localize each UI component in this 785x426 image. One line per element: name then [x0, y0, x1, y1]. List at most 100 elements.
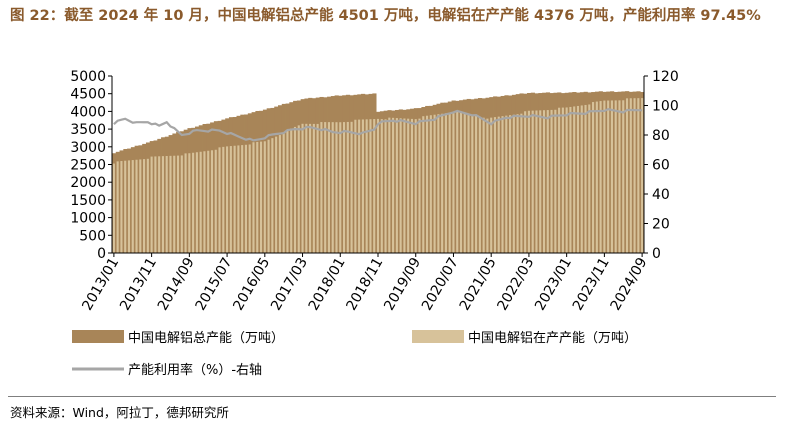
- operating-capacity-bar: [218, 147, 221, 253]
- operating-capacity-bar: [573, 106, 576, 253]
- x-tick-label: 2020/07: [419, 255, 462, 313]
- operating-capacity-bar: [603, 100, 606, 253]
- operating-capacity-bar: [158, 156, 161, 253]
- operating-capacity-bar: [622, 100, 625, 253]
- operating-capacity-bar: [493, 117, 497, 253]
- operating-capacity-bar: [505, 115, 508, 254]
- legend-label-operating: 中国电解铝在产产能（万吨）: [468, 331, 637, 346]
- operating-capacity-bar: [146, 158, 149, 253]
- operating-capacity-bar: [267, 139, 270, 253]
- operating-capacity-bar: [418, 118, 421, 254]
- operating-capacity-bar: [365, 119, 368, 253]
- operating-capacity-bar: [252, 142, 255, 253]
- operating-capacity-bar: [478, 116, 481, 253]
- operating-capacity-bar: [459, 112, 463, 254]
- x-tick-label: 2022/03: [494, 255, 537, 313]
- operating-capacity-bar: [542, 110, 546, 253]
- operating-capacity-bar: [399, 118, 402, 254]
- operating-capacity-bar: [490, 117, 493, 253]
- operating-capacity-bar: [588, 104, 591, 254]
- operating-capacity-bar: [618, 100, 621, 253]
- operating-capacity-bar: [422, 116, 425, 254]
- chart: 0500100015002000250030003500400045005000…: [70, 69, 679, 378]
- operating-capacity-bar: [407, 118, 410, 253]
- operating-capacity-bar: [558, 107, 561, 253]
- operating-capacity-bar: [237, 145, 240, 253]
- operating-capacity-bar: [297, 125, 300, 253]
- chart-title: 图 22：截至 2024 年 10 月，中国电解铝总产能 4501 万吨，电解铝…: [10, 8, 761, 24]
- right-tick-label: 60: [652, 158, 670, 174]
- operating-capacity-bar: [403, 118, 406, 253]
- operating-capacity-bar: [376, 118, 380, 254]
- operating-capacity-bar: [161, 156, 164, 253]
- operating-capacity-bar: [335, 122, 338, 253]
- operating-capacity-bar: [184, 153, 187, 253]
- operating-capacity-bar: [475, 115, 478, 253]
- operating-capacity-bar: [520, 113, 523, 253]
- left-tick-label: 500: [79, 228, 106, 244]
- operating-capacity-bar: [531, 110, 534, 254]
- right-tick-label: 20: [652, 217, 670, 233]
- right-tick-label: 80: [652, 128, 670, 144]
- operating-capacity-bar: [395, 118, 398, 253]
- operating-capacity-bar: [301, 123, 304, 253]
- right-tick-label: 100: [652, 99, 679, 115]
- x-tick-label: 2013/01: [79, 255, 122, 313]
- operating-capacity-bar: [320, 122, 323, 253]
- operating-capacity-bar: [233, 145, 236, 253]
- operating-capacity-bar: [124, 160, 127, 253]
- source-note: 资料来源：Wind，阿拉丁，德邦研究所: [10, 405, 229, 420]
- operating-capacity-bar: [625, 98, 629, 253]
- operating-capacity-bar: [271, 138, 274, 253]
- operating-capacity-bar: [226, 146, 229, 253]
- operating-capacity-bar: [248, 144, 251, 253]
- operating-capacity-bar: [380, 119, 383, 254]
- operating-capacity-bar: [437, 114, 440, 253]
- operating-capacity-bar: [169, 155, 172, 253]
- left-tick-label: 4500: [70, 87, 106, 103]
- operating-capacity-bar: [425, 115, 429, 253]
- operating-capacity-bar: [324, 122, 327, 253]
- operating-capacity-bar: [388, 117, 391, 253]
- operating-capacity-bar: [497, 116, 500, 253]
- operating-capacity-bar: [482, 117, 485, 253]
- right-tick-label: 120: [652, 69, 679, 85]
- operating-capacity-bar: [154, 156, 157, 253]
- operating-capacity-bar: [112, 163, 115, 253]
- left-tick-label: 1000: [70, 211, 106, 227]
- operating-capacity-bar: [584, 104, 587, 254]
- operating-capacity-bar: [214, 149, 217, 253]
- right-tick-label: 0: [652, 246, 661, 262]
- operating-capacity-bar: [131, 160, 134, 253]
- operating-capacity-bar: [444, 113, 447, 254]
- operating-capacity-bar: [361, 119, 364, 253]
- operating-capacity-bar: [135, 159, 138, 253]
- operating-capacity-bar: [633, 98, 636, 253]
- operating-capacity-bar: [222, 146, 225, 253]
- operating-capacity-bar: [210, 150, 214, 253]
- operating-capacity-bar: [539, 110, 542, 253]
- x-tick-label: 2023/11: [570, 255, 613, 313]
- operating-capacity-bar: [595, 101, 598, 253]
- x-tick-label: 2013/11: [117, 255, 160, 313]
- operating-capacity-bar: [165, 156, 168, 253]
- utilization-rate-line-group: [113, 108, 643, 142]
- operating-capacity-bar: [452, 112, 455, 253]
- operating-capacity-bar: [116, 161, 119, 253]
- operating-capacity-bar: [550, 109, 553, 253]
- operating-capacity-bar: [312, 123, 315, 254]
- operating-capacity-bar: [546, 110, 549, 253]
- x-tick-label: 2018/01: [306, 255, 349, 313]
- operating-capacity-bar: [527, 110, 530, 253]
- operating-capacity-bar: [180, 155, 183, 253]
- operating-capacity-bar: [509, 115, 512, 254]
- operating-capacity-bar: [501, 116, 504, 253]
- operating-capacity-bar: [176, 155, 180, 253]
- operating-capacity-bar: [346, 121, 349, 253]
- operating-capacity-bar: [456, 111, 459, 253]
- operating-capacity-bar: [173, 155, 176, 253]
- operating-capacity-bar: [535, 110, 538, 253]
- x-tick-label: 2014/09: [155, 255, 198, 313]
- operating-capacity-bar: [278, 135, 281, 253]
- legend: 中国电解铝总产能（万吨） 中国电解铝在产产能（万吨） 产能利用率（%）-右轴: [72, 330, 637, 378]
